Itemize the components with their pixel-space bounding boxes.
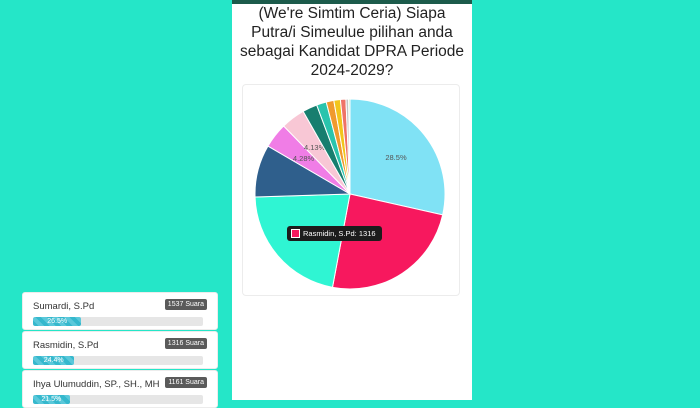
vote-count-badge: 1537 Suara	[164, 299, 207, 310]
progress-track: 24.4%	[33, 356, 203, 365]
top-bar	[232, 0, 472, 4]
chart-tooltip: Rasmidin, S.Pd: 1316	[287, 226, 382, 241]
result-item[interactable]: Rasmidin, S.Pd 1316 Suara 24.4%	[22, 331, 218, 369]
slice-label: 28.5%	[385, 153, 407, 162]
candidate-name: Sumardi, S.Pd	[33, 301, 95, 312]
pie-slice[interactable]	[349, 98, 446, 216]
result-item[interactable]: Ihya Ulumuddin, SP., SH., MH 1161 Suara …	[22, 370, 218, 408]
tooltip-swatch	[291, 229, 300, 238]
progress-track: 26.5%	[33, 317, 203, 326]
result-item[interactable]: Sumardi, S.Pd 1537 Suara 26.5%	[22, 292, 218, 330]
pie-slice[interactable]	[348, 98, 351, 195]
vote-count-badge: 1161 Suara	[165, 377, 207, 388]
candidate-name: Ihya Ulumuddin, SP., SH., MH	[33, 379, 160, 390]
progress-fill: 26.5%	[33, 317, 82, 326]
progress-fill: 24.4%	[33, 356, 75, 365]
candidate-name: Rasmidin, S.Pd	[33, 340, 99, 351]
poll-title: (We're Simtim Ceria) Siapa Putra/i Simeu…	[239, 5, 465, 79]
pie-slice[interactable]	[331, 193, 444, 290]
tooltip-text: Rasmidin, S.Pd: 1316	[303, 229, 376, 238]
vote-count-badge: 1316 Suara	[164, 338, 207, 349]
slice-label: 4.13%	[304, 143, 326, 152]
slice-label: 4.28%	[293, 154, 315, 163]
